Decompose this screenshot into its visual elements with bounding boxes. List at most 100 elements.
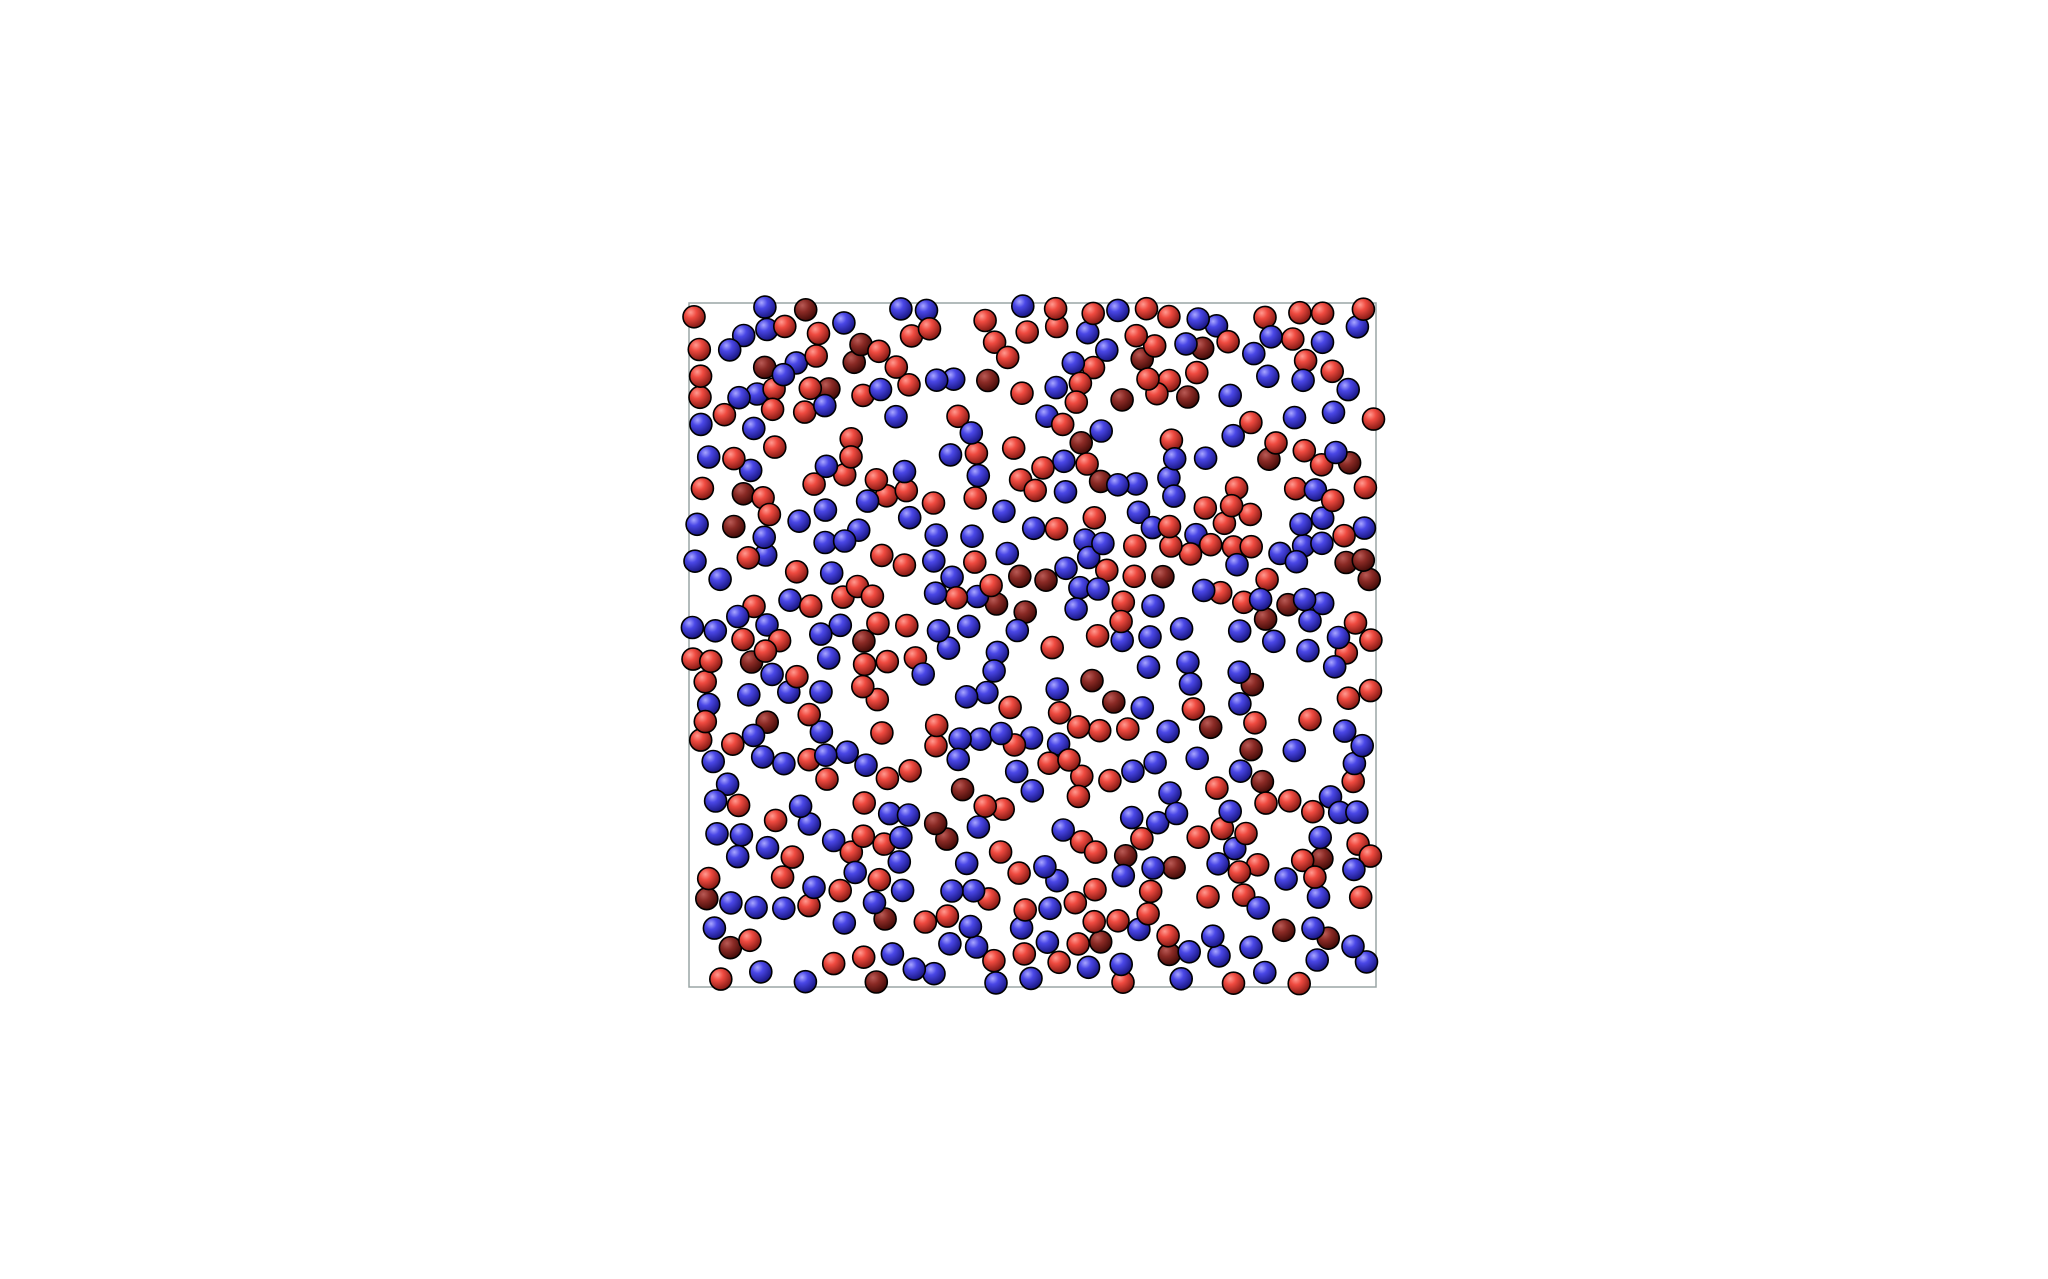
red-sphere <box>1351 297 1376 322</box>
blue-sphere <box>1033 854 1057 879</box>
red-sphere <box>1332 523 1356 548</box>
red-sphere <box>867 339 891 364</box>
red-sphere <box>712 402 737 427</box>
blue-sphere <box>1005 618 1030 643</box>
blue-sphere <box>1185 746 1209 771</box>
red-sphere <box>864 467 889 492</box>
red-sphere <box>962 550 987 574</box>
red-sphere <box>892 553 917 577</box>
blue-sphere <box>1106 298 1130 323</box>
red-sphere <box>963 486 988 510</box>
red-sphere <box>864 970 889 994</box>
blue-sphere <box>1061 351 1086 375</box>
blue-sphere <box>1064 597 1088 621</box>
blue-sphere <box>992 499 1016 524</box>
blue-sphere <box>703 789 728 813</box>
red-sphere <box>1281 327 1305 351</box>
red-sphere <box>815 767 839 791</box>
blue-sphere <box>809 680 833 704</box>
sphere-layer <box>680 294 1386 996</box>
blue-sphere <box>702 916 727 940</box>
red-sphere <box>1007 861 1031 885</box>
blue-sphere <box>1207 944 1231 968</box>
blue-sphere <box>717 338 742 362</box>
red-sphere <box>935 904 960 928</box>
red-sphere <box>1156 923 1180 948</box>
red-sphere <box>1157 514 1182 539</box>
red-sphere <box>1037 751 1061 776</box>
blue-sphere <box>816 646 841 670</box>
blue-sphere <box>1246 896 1270 920</box>
red-sphere <box>1205 776 1229 800</box>
red-sphere <box>687 337 712 362</box>
blue-sphere <box>778 588 802 613</box>
blue-sphere <box>995 541 1020 566</box>
blue-sphere <box>705 821 729 846</box>
red-sphere <box>944 585 969 610</box>
red-sphere <box>1243 710 1267 735</box>
blue-sphere <box>1253 960 1277 985</box>
blue-sphere <box>1305 948 1329 972</box>
blue-sphere <box>1193 446 1218 471</box>
blue-sphere <box>1086 577 1110 601</box>
blue-sphere <box>1332 719 1357 743</box>
red-sphere <box>924 733 948 758</box>
red-sphere <box>1193 496 1218 520</box>
red-sphere <box>1227 860 1252 884</box>
blue-sphere <box>1035 930 1060 955</box>
blue-sphere <box>736 682 761 707</box>
red-sphere <box>1198 532 1223 557</box>
blue-sphere <box>921 549 946 573</box>
red-sphere <box>1122 564 1146 589</box>
red-sphere <box>693 669 718 694</box>
blue-sphere <box>1141 856 1165 880</box>
blue-sphere <box>748 960 773 984</box>
blue-sphere <box>832 311 856 335</box>
blue-sphere <box>802 875 826 900</box>
blue-sphere <box>948 727 972 751</box>
red-sphere <box>1320 488 1345 513</box>
blue-sphere <box>1291 368 1315 393</box>
red-sphere <box>898 758 922 783</box>
red-sphere <box>1083 877 1107 902</box>
red-sphere <box>1110 388 1134 412</box>
blue-sphere <box>787 509 811 534</box>
blue-sphere <box>966 463 991 488</box>
blue-sphere <box>926 618 951 643</box>
red-sphere <box>852 629 876 653</box>
blue-sphere <box>683 549 707 574</box>
blue-sphere <box>862 890 887 915</box>
blue-sphere <box>889 297 913 321</box>
red-sphere <box>1283 476 1308 501</box>
red-sphere <box>1176 385 1200 409</box>
blue-sphere <box>1178 672 1203 696</box>
blue-sphere <box>923 581 948 606</box>
blue-sphere <box>1228 759 1253 784</box>
red-sphere <box>975 368 1000 393</box>
red-sphere <box>804 344 829 368</box>
blue-sphere <box>821 828 846 853</box>
red-sphere <box>760 397 785 422</box>
red-sphere <box>1253 607 1278 631</box>
red-sphere <box>1239 410 1263 435</box>
red-sphere <box>1043 296 1068 321</box>
blue-sphere <box>989 721 1013 746</box>
blue-sphere <box>1239 935 1263 960</box>
red-sphere <box>708 967 733 991</box>
blue-sphere <box>940 879 964 903</box>
red-sphere <box>1001 436 1026 460</box>
blue-sphere <box>832 529 857 553</box>
blue-sphere <box>1177 939 1201 964</box>
red-sphere <box>784 559 809 584</box>
red-sphere <box>722 446 746 471</box>
red-sphere <box>1290 848 1315 873</box>
red-sphere <box>696 866 721 891</box>
red-sphere <box>1064 390 1089 414</box>
blue-sphere <box>968 727 993 752</box>
red-sphere <box>1066 932 1090 956</box>
red-sphere <box>1185 360 1209 385</box>
red-sphere <box>1239 534 1263 559</box>
red-sphere <box>757 502 782 527</box>
blue-sphere <box>719 891 743 915</box>
